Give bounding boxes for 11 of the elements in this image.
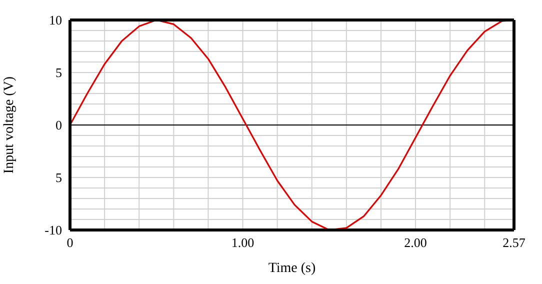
- x-tick-label: 2.57: [502, 235, 526, 250]
- y-tick-label: 10: [49, 12, 62, 28]
- y-tick-label: 0: [56, 118, 62, 133]
- x-tick-label: 2.00: [404, 235, 427, 250]
- y-tick-label: -10: [44, 222, 62, 238]
- y-axis-title: Input voltage (V): [2, 76, 17, 174]
- y-tick-label: 5: [56, 170, 62, 186]
- y-tick-label: 5: [56, 65, 62, 80]
- x-tick-label: 1.00: [231, 235, 254, 250]
- x-axis-title: Time (s): [268, 261, 316, 276]
- x-tick-label: 0: [66, 235, 74, 250]
